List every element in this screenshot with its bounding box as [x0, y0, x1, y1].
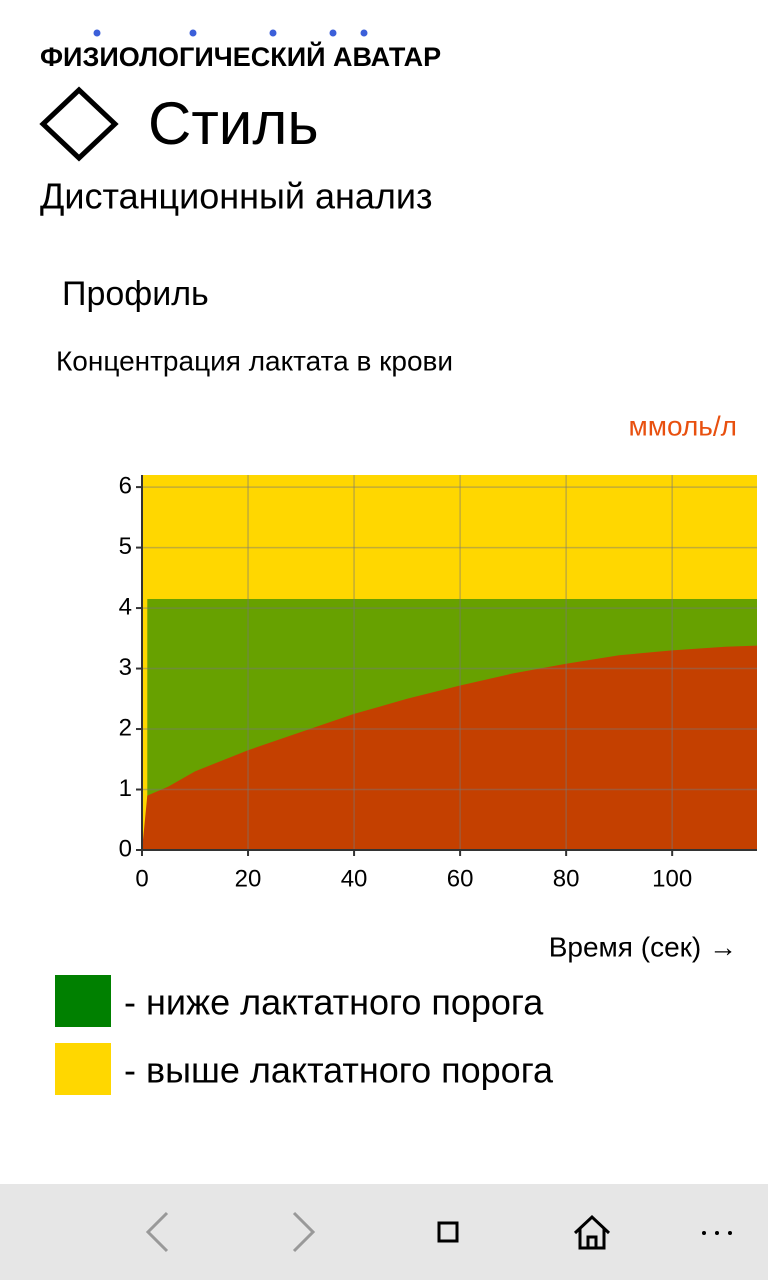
y-tick-label: 1 — [119, 775, 132, 802]
legend-label: - ниже лактатного порога — [124, 982, 544, 1023]
tabs-button[interactable] — [437, 1221, 459, 1243]
lactate-area — [142, 645, 757, 850]
x-tick-label: 20 — [235, 865, 262, 892]
subtitle: Дистанционный анализ — [40, 176, 433, 217]
x-tick-label: 100 — [652, 865, 692, 892]
style-icon — [39, 86, 119, 162]
y-tick-label: 0 — [119, 835, 132, 862]
x-axis-label: Время (сек) → — [549, 931, 737, 962]
chart-title: Концентрация лактата в крови — [56, 345, 453, 376]
legend-swatch — [55, 1043, 111, 1095]
x-tick-label: 0 — [135, 865, 148, 892]
app-title: ФИЗИОЛОГИЧЕСКИЙ АВАТАР — [40, 41, 441, 72]
legend: - ниже лактатного порога - выше лактатног… — [55, 975, 554, 1095]
home-button[interactable] — [573, 1214, 611, 1250]
section-title: Профиль — [62, 275, 209, 313]
forward-button[interactable] — [292, 1211, 316, 1253]
y-tick-label: 4 — [119, 593, 132, 620]
x-tick-label: 80 — [553, 865, 580, 892]
legend-label: - выше лактатного порога — [124, 1050, 554, 1091]
x-tick-label: 60 — [447, 865, 474, 892]
more-button[interactable] — [702, 1231, 732, 1235]
y-tick-label: 6 — [119, 472, 132, 499]
back-button[interactable] — [145, 1211, 169, 1253]
y-tick-label: 2 — [119, 714, 132, 741]
y-tick-label: 5 — [119, 533, 132, 560]
y-tick-label: 3 — [119, 654, 132, 681]
y-unit: ммоль/л — [629, 410, 738, 441]
status-dots — [93, 29, 368, 37]
nav-bar — [0, 1184, 768, 1280]
legend-swatch — [55, 975, 111, 1027]
x-tick-label: 40 — [341, 865, 368, 892]
page-title: Стиль — [148, 90, 319, 157]
